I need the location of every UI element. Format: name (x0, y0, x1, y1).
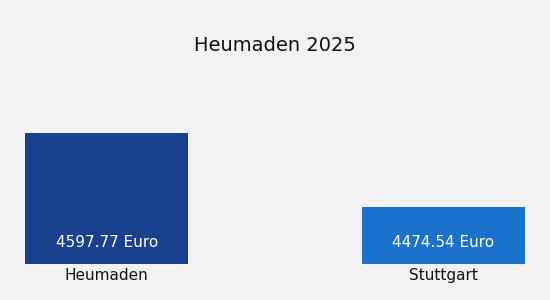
Text: 4597.77 Euro: 4597.77 Euro (56, 235, 158, 250)
Bar (362, 207, 525, 300)
Bar (25, 133, 188, 300)
Text: 4474.54 Euro: 4474.54 Euro (392, 235, 494, 250)
Text: Heumaden 2025: Heumaden 2025 (194, 36, 356, 55)
